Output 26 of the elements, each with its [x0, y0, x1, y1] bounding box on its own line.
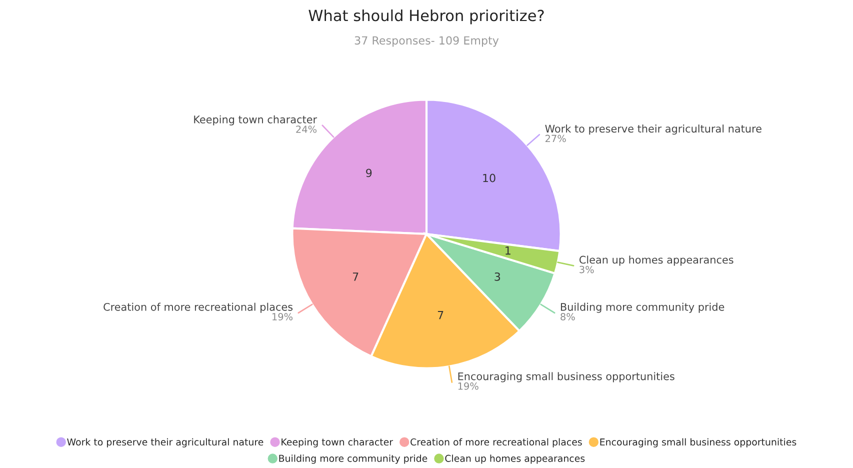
legend-label: Clean up homes appearances [445, 454, 585, 464]
text: 19% [272, 313, 293, 320]
text: 24% [296, 126, 317, 133]
legend-label: Creation of more recreational places [410, 438, 582, 448]
slice-label: Work to preserve their agricultural nature [545, 124, 762, 135]
slice-label: Keeping town character [194, 115, 318, 126]
chart-title: What should Hebron prioritize? [308, 9, 544, 24]
text: 27% [545, 134, 566, 142]
data-label: 7 [352, 272, 358, 281]
text: 8% [560, 313, 575, 320]
legend-label: Encouraging small business opportunities [600, 438, 796, 448]
text: 3% [580, 266, 594, 274]
data-label: 9 [366, 168, 372, 178]
chart-subtitle: 37 Responses- 109 Empty [354, 36, 499, 47]
slice-label: Clean up homes appearances [579, 256, 734, 266]
data-label: 1 [506, 246, 510, 255]
legend-label: Keeping town character [282, 438, 394, 448]
slice-label: Encouraging small business opportunities [458, 372, 674, 382]
text: 19% [458, 382, 478, 390]
slice-label: Creation of more recreational places [104, 302, 293, 313]
legend-label: Building more community pride [279, 454, 428, 464]
legend-label: Work to preserve their agricultural nature [67, 438, 264, 448]
data-label: 10 [483, 174, 496, 182]
data-label: 7 [438, 311, 444, 320]
slice-label: Building more community pride [560, 302, 724, 313]
data-label: 3 [494, 272, 500, 281]
